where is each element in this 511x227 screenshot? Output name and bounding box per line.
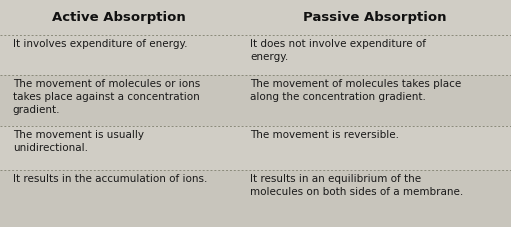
Text: The movement of molecules takes place
along the concentration gradient.: The movement of molecules takes place al… [250,79,461,102]
Text: Active Absorption: Active Absorption [52,11,185,24]
Bar [0,170,511,227]
Text: The movement is reversible.: The movement is reversible. [250,130,400,140]
Text: Passive Absorption: Passive Absorption [303,11,446,24]
Text: The movement is usually
unidirectional.: The movement is usually unidirectional. [13,130,144,153]
Bar [0,75,511,126]
Text: It results in the accumulation of ions.: It results in the accumulation of ions. [13,174,207,184]
Text: It does not involve expenditure of
energy.: It does not involve expenditure of energ… [250,39,426,62]
Bar [0,35,511,75]
Text: It results in an equilibrium of the
molecules on both sides of a membrane.: It results in an equilibrium of the mole… [250,174,463,197]
Bar [0,126,511,170]
Text: It involves expenditure of energy.: It involves expenditure of energy. [13,39,187,49]
Bar [0,0,511,35]
Text: The movement of molecules or ions
takes place against a concentration
gradient.: The movement of molecules or ions takes … [13,79,200,115]
